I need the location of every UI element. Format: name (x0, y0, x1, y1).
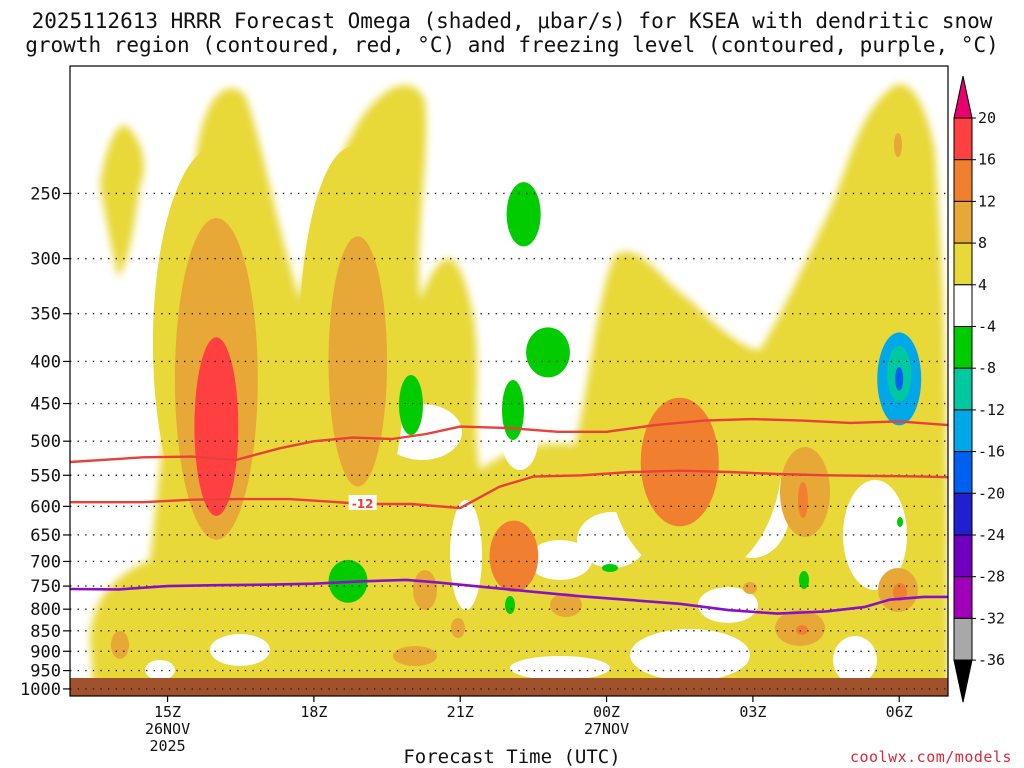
colorbar-top-triangle (953, 75, 973, 119)
y-tick-label-350: 350 (30, 305, 61, 325)
omega-blob-neg-cell-06z-core (895, 366, 904, 391)
colorbar-label--8: -8 (978, 359, 996, 377)
chart-title-line1: 2025112613 HRRR Forecast Omega (shaded, … (31, 9, 993, 33)
x-tick-date-00Z: 27NOV (584, 720, 629, 738)
x-tick-label-03Z: 03Z (739, 703, 766, 721)
colorbar-label-4: 4 (978, 276, 987, 294)
colorbar-label--16: -16 (978, 443, 1005, 461)
colorbar-segment--16 (953, 451, 973, 494)
omega-blob-pos-core-0030z (640, 397, 719, 527)
freezing-level-contour (70, 578, 948, 615)
y-tick-label-1000: 1000 (20, 680, 61, 700)
y-tick-label-600: 600 (30, 497, 61, 517)
colorbar-segment-12 (953, 200, 973, 244)
colorbar-label--24: -24 (978, 526, 1005, 544)
omega-blob-neg-cell-2230z-mid (526, 327, 570, 378)
omega-blob-plume-18z-core (328, 236, 388, 487)
colorbar-label--4: -4 (978, 318, 996, 336)
colorbar-segment--24 (953, 534, 973, 578)
y-tick-label-700: 700 (30, 552, 61, 572)
y-tick-label-500: 500 (30, 432, 61, 452)
x-tick-label-00Z: 00Z (593, 703, 620, 721)
contour-layer: -12 (70, 417, 948, 615)
y-tick-label-650: 650 (30, 526, 61, 546)
colorbar-label-20: 20 (978, 109, 996, 127)
colorbar-segment--12 (953, 409, 973, 453)
omega-region-left-finger (100, 125, 145, 278)
omega-blob-pos-core-22z (489, 520, 539, 593)
colorbar-label-12: 12 (978, 192, 996, 210)
omega-blob-neg-cell-2230z-top (506, 182, 541, 247)
x-tick-date-15Z: 26NOV (145, 720, 190, 738)
colorbar-segment--32 (953, 617, 973, 661)
colorbar-segment--4 (953, 326, 973, 369)
x-tick-label-15Z: 15Z (154, 703, 181, 721)
chart-title-line2: growth region (contoured, red, °C) and f… (25, 33, 999, 57)
colorbar-segment-4 (953, 284, 973, 327)
dgz-contour-0 (70, 417, 948, 464)
dgz-contour-label-bg (348, 494, 377, 510)
colorbar-label-8: 8 (978, 234, 987, 252)
y-tick-label-300: 300 (30, 250, 61, 270)
colorbar: 20 16 12 8 4 -4 -8 -12 -16 -20 -24 -28 -32 -36 (953, 75, 1005, 703)
colorbar-segment--28 (953, 576, 973, 619)
terrain-bar (70, 678, 948, 696)
x-axis-title: Forecast Time (UTC) (403, 746, 621, 768)
y-tick-label-900: 900 (30, 642, 61, 662)
colorbar-bottom-triangle (953, 659, 973, 703)
colorbar-segment--8 (953, 367, 973, 411)
y-tick-label-850: 850 (30, 622, 61, 642)
y-tick-label-400: 400 (30, 352, 61, 372)
colorbar-label-16: 16 (978, 151, 996, 169)
x-tick-label-18Z: 18Z (300, 703, 327, 721)
y-tick-label-950: 950 (30, 662, 61, 682)
y-tick-label-250: 250 (30, 184, 61, 204)
y-axis: 2503003504004505005506006507007508008509… (20, 184, 70, 700)
y-tick-label-450: 450 (30, 395, 61, 415)
dgz-contour-1 (70, 469, 948, 510)
y-tick-label-550: 550 (30, 466, 61, 486)
credit-link[interactable]: coolwx.com/models (849, 748, 1012, 766)
x-tick-label-06Z: 06Z (886, 703, 913, 721)
dgz-contour-label: -12 (352, 497, 374, 511)
x-tick-label-21Z: 21Z (447, 703, 474, 721)
y-tick-label-800: 800 (30, 600, 61, 620)
colorbar-segment--20 (953, 492, 973, 536)
colorbar-segment-8 (953, 242, 973, 286)
omega-shading-small-positive (111, 133, 918, 666)
plot-frame (69, 65, 949, 697)
colorbar-label--20: -20 (978, 484, 1005, 502)
omega-shading-small-negative (399, 375, 903, 614)
colorbar-label--12: -12 (978, 401, 1005, 419)
omega-blob-layer (152, 146, 922, 603)
colorbar-label--28: -28 (978, 568, 1005, 586)
colorbar-segment-16 (953, 159, 973, 202)
omega-blob-jet-plume-core (194, 337, 239, 516)
y-tick-label-750: 750 (30, 577, 61, 597)
colorbar-label--36: -36 (978, 651, 1005, 669)
x-tick-year-15Z: 2025 (149, 737, 185, 755)
colorbar-segment-20 (953, 117, 973, 161)
colorbar-label--32: -32 (978, 609, 1005, 627)
